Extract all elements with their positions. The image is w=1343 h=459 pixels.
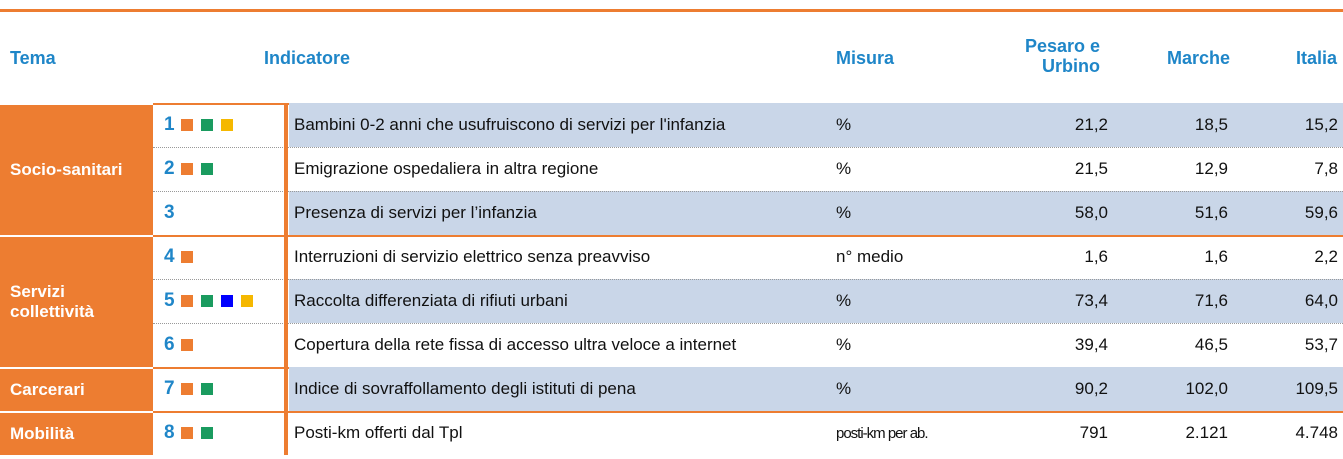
value: 2.121 [1185, 423, 1228, 442]
header-marche: Marche [1166, 48, 1230, 68]
indicator: Bambini 0-2 anni che usufruiscono di ser… [294, 115, 726, 134]
value: 46,5 [1194, 335, 1228, 354]
row-number: 4 [164, 246, 175, 267]
value: 4.748 [1295, 423, 1338, 442]
indicator: Posti-km offerti dal Tpl [294, 423, 463, 442]
measure: % [836, 115, 852, 134]
value: 791 [1079, 423, 1108, 442]
value: 1,6 [1084, 247, 1108, 266]
marker [181, 251, 193, 263]
vertical-rule [284, 103, 288, 455]
value: 1,6 [1204, 247, 1228, 266]
value: 7,8 [1314, 159, 1338, 178]
value: 21,5 [1074, 159, 1108, 178]
measure: % [836, 291, 852, 310]
marker [221, 295, 233, 307]
value: 64,0 [1304, 291, 1338, 310]
row-rule [153, 191, 1343, 192]
marker [201, 119, 213, 131]
value: 59,6 [1304, 203, 1338, 222]
header-italia: Italia [1295, 48, 1337, 68]
marker [181, 383, 193, 395]
row-number: 2 [164, 158, 175, 179]
row-number: 8 [164, 422, 175, 443]
row-shade [289, 191, 1343, 235]
indicator: Raccolta differenziata di rifiuti urbani [294, 291, 568, 310]
indicator: Emigrazione ospedaliera in altra regione [294, 159, 599, 178]
tema-cell: Mobilità [0, 411, 153, 455]
row-rule [153, 147, 1343, 148]
measure: % [836, 203, 852, 222]
marker [201, 383, 213, 395]
value: 12,9 [1194, 159, 1228, 178]
header-tema: Tema [10, 48, 56, 68]
marker [181, 339, 193, 351]
row-rule [153, 279, 1343, 280]
header-misura: Misura [836, 48, 895, 68]
top-rule [0, 9, 1343, 12]
row-rule [153, 323, 1343, 324]
indicator: Copertura della rete fissa di accesso ul… [294, 335, 737, 354]
marker [241, 295, 253, 307]
header-indicatore: Indicatore [264, 48, 351, 68]
row-number: 6 [164, 334, 175, 355]
value: 58,0 [1074, 203, 1108, 222]
value: 53,7 [1304, 335, 1338, 354]
row-shade [289, 367, 1343, 411]
tema-cell: Socio-sanitari [0, 103, 153, 235]
marker [181, 427, 193, 439]
tema-cell: Servizi collettività [0, 235, 153, 367]
value: 2,2 [1314, 247, 1338, 266]
marker [181, 295, 193, 307]
value: 51,6 [1194, 203, 1228, 222]
marker [221, 119, 233, 131]
value: 39,4 [1074, 335, 1108, 354]
row-shade [289, 103, 1343, 147]
value: 18,5 [1194, 115, 1228, 134]
measure: % [836, 335, 852, 354]
row-number: 5 [164, 290, 175, 311]
value: 109,5 [1295, 379, 1338, 398]
group-rule [153, 411, 1343, 413]
row-number: 1 [164, 114, 175, 135]
indicator: Interruzioni di servizio elettrico senza… [294, 247, 651, 266]
row-shade [289, 279, 1343, 323]
indicator: Indice di sovraffollamento degli istitut… [294, 379, 636, 398]
measure: % [836, 159, 852, 178]
indicator: Presenza di servizi per l’infanzia [294, 203, 537, 222]
value: 90,2 [1074, 379, 1108, 398]
marker [181, 119, 193, 131]
measure: posti-km per ab. [836, 424, 929, 442]
marker [201, 427, 213, 439]
value: 21,2 [1074, 115, 1108, 134]
row-number: 7 [164, 378, 175, 399]
header-pesaro: Pesaro e Urbino [1024, 36, 1100, 76]
row-number: 3 [164, 202, 175, 223]
measure: % [836, 379, 852, 398]
marker [181, 163, 193, 175]
group-rule [153, 235, 1343, 237]
tema-cell: Carcerari [0, 367, 153, 411]
measure: n° medio [836, 247, 904, 266]
value: 102,0 [1185, 379, 1228, 398]
marker [201, 163, 213, 175]
value: 73,4 [1074, 291, 1108, 310]
marker [201, 295, 213, 307]
value: 71,6 [1194, 291, 1228, 310]
value: 15,2 [1304, 115, 1338, 134]
